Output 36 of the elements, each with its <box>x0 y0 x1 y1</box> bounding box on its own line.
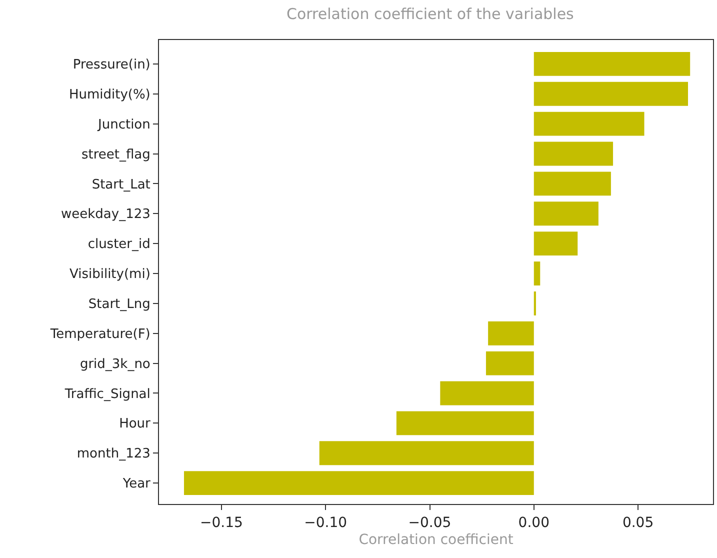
bar <box>184 471 534 496</box>
bar <box>488 321 534 346</box>
x-tick-label: −0.10 <box>304 514 348 531</box>
y-tick-label: grid_3k_no <box>80 356 150 372</box>
bar <box>534 82 688 106</box>
y-tick-label: Traffic_Signal <box>64 386 150 402</box>
y-tick-label: weekday_123 <box>61 207 150 222</box>
y-tick-label: Start_Lng <box>88 296 150 312</box>
y-tick-label: Junction <box>97 117 150 132</box>
bar <box>534 52 690 76</box>
y-tick-label: Pressure(in) <box>72 58 150 72</box>
x-tick-label: 0.05 <box>622 514 654 531</box>
x-tick-label: −0.15 <box>200 514 243 531</box>
x-tick-label: −0.05 <box>408 514 452 531</box>
y-tick-label: Temperature(F) <box>49 326 150 342</box>
bar <box>440 381 534 406</box>
bar <box>534 142 614 166</box>
x-tick-label: 0.00 <box>518 514 550 531</box>
y-tick-label: cluster_id <box>88 237 150 252</box>
y-tick-label: Year <box>122 476 152 492</box>
bar <box>486 351 534 376</box>
bar <box>534 262 540 286</box>
chart-title: Correlation coefficient of the variables <box>286 4 574 23</box>
bar <box>534 112 644 136</box>
bar <box>534 172 611 196</box>
bar <box>396 411 534 436</box>
y-tick-label: Hour <box>119 416 152 432</box>
bar <box>319 441 534 466</box>
y-tick-label: month_123 <box>76 446 150 462</box>
x-axis-title: Correlation coefficient <box>358 532 514 548</box>
y-tick-label: street_flag <box>81 147 150 162</box>
y-tick-label: Start_Lat <box>92 177 150 192</box>
y-tick-label: Humidity(%) <box>68 87 150 102</box>
y-tick-label: Visibility(mi) <box>69 267 150 282</box>
bar <box>534 232 578 256</box>
bar <box>534 202 598 226</box>
